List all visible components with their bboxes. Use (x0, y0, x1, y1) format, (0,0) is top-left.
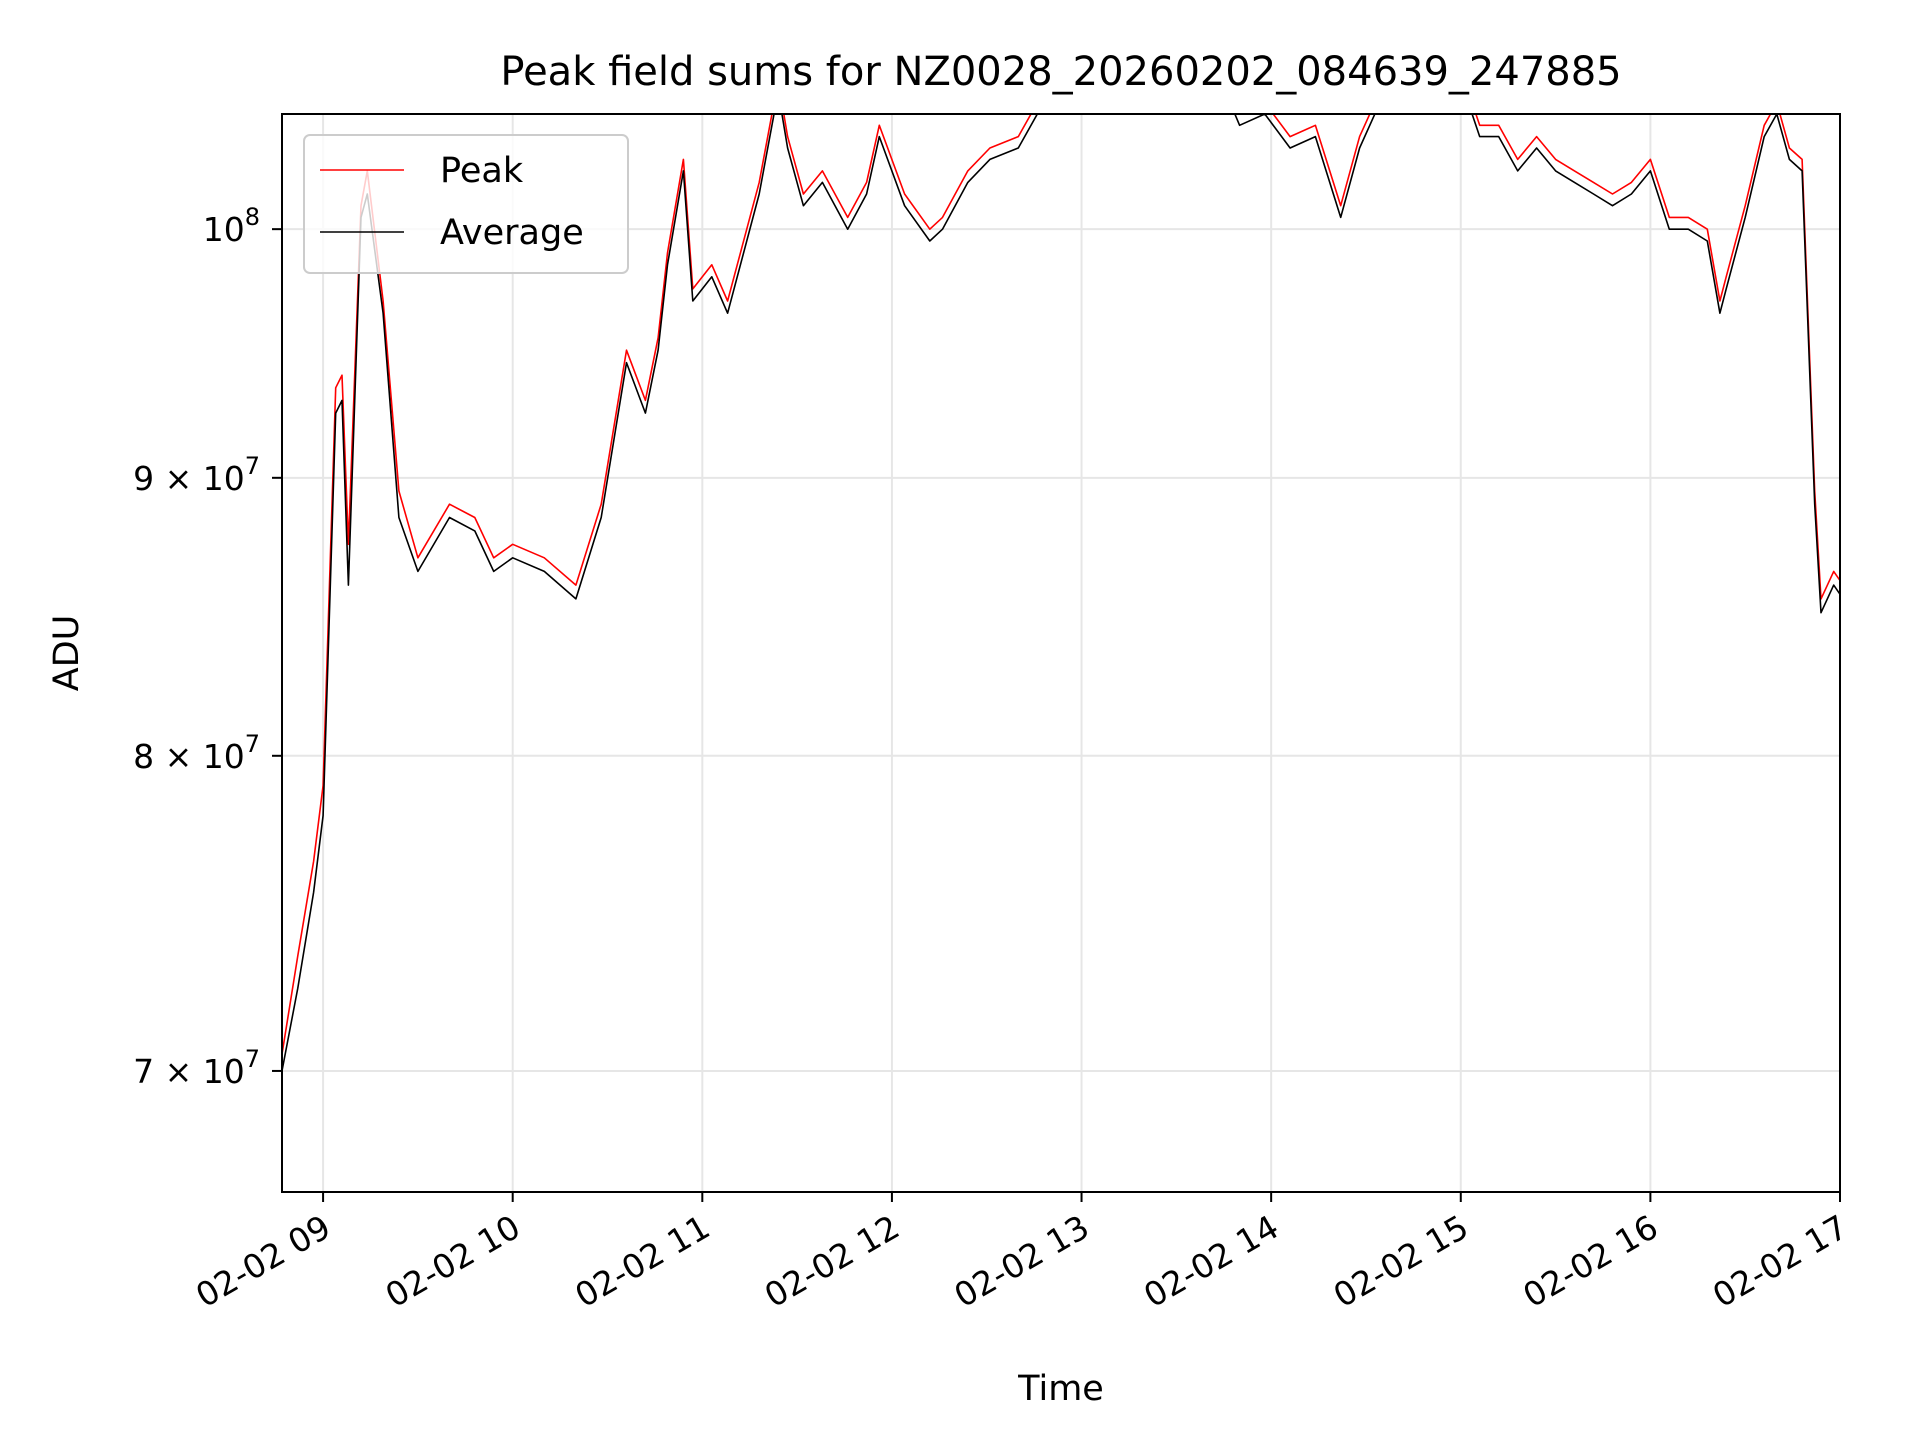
y-axis-label: ADU (47, 615, 87, 692)
y-tick-label: 9 × 107 (133, 452, 260, 498)
y-tick-label: 8 × 107 (133, 730, 260, 776)
plot-area (282, 114, 1840, 1192)
series-layer (282, 114, 1840, 1072)
plot-frame (281, 113, 1841, 1193)
chart-title: Peak field sums for NZ0028_20260202_0846… (500, 49, 1621, 95)
x-axis-label: Time (1017, 1369, 1104, 1409)
y-tick-label: 7 × 107 (133, 1045, 260, 1091)
legend-label-average: Average (440, 213, 584, 253)
series-line-peak (282, 114, 1840, 1055)
legend-label-peak: Peak (440, 151, 524, 191)
series-line-average (282, 114, 1840, 1072)
legend: Peak Average (303, 134, 629, 274)
